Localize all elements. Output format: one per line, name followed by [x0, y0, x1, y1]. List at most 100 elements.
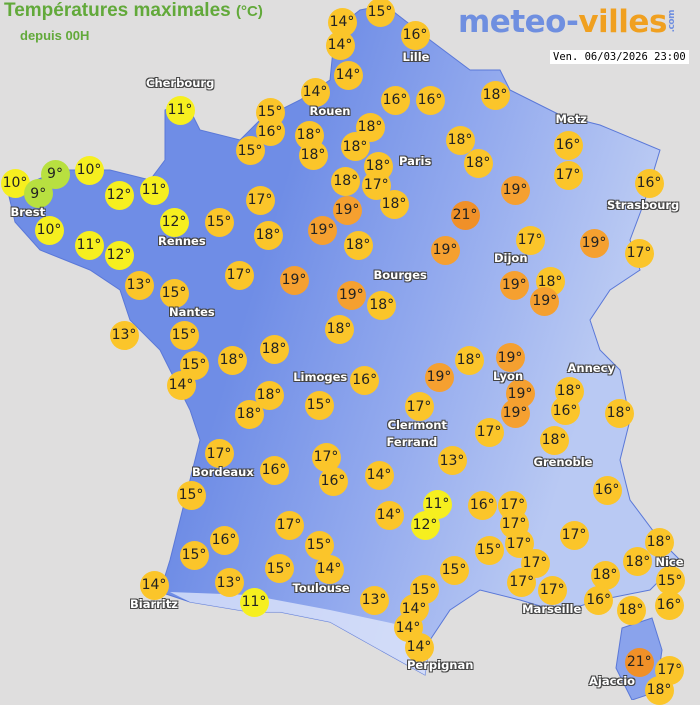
temperature-marker[interactable]: 16°	[350, 365, 380, 395]
temperature-marker[interactable]: 16°	[415, 85, 445, 115]
temperature-marker[interactable]: 15°	[264, 554, 294, 584]
temperature-marker[interactable]: 15°	[439, 555, 469, 585]
temperature-marker[interactable]: 19°	[336, 280, 366, 310]
temperature-marker[interactable]: 16°	[654, 590, 684, 620]
temperature-marker[interactable]: 18°	[616, 595, 646, 625]
temperature-marker[interactable]: 13°	[437, 446, 467, 476]
temperature-marker[interactable]: 18°	[539, 425, 569, 455]
temperature-marker[interactable]: 19°	[495, 343, 525, 373]
temperature-marker[interactable]: 19°	[579, 228, 609, 258]
temperature-marker[interactable]: 16°	[209, 525, 239, 555]
temperature-marker[interactable]: 18°	[604, 398, 634, 428]
temperature-marker[interactable]: 17°	[559, 520, 589, 550]
temperature-marker[interactable]: 16°	[467, 490, 497, 520]
temperature-marker[interactable]: 19°	[307, 215, 337, 245]
temperature-marker[interactable]: 14°	[139, 570, 169, 600]
temperature-marker[interactable]: 16°	[592, 475, 622, 505]
temperature-marker[interactable]: 21°	[624, 647, 654, 677]
temperature-marker[interactable]: 18°	[298, 140, 328, 170]
temperature-marker[interactable]: 18°	[445, 125, 475, 155]
temperature-marker[interactable]: 18°	[253, 220, 283, 250]
temperature-marker[interactable]: 12°	[159, 207, 189, 237]
temperature-marker[interactable]: 14°	[333, 60, 363, 90]
temperature-marker[interactable]: 18°	[217, 345, 247, 375]
temperature-marker[interactable]: 19°	[530, 286, 560, 316]
temperature-marker[interactable]: 15°	[304, 390, 334, 420]
temperature-marker[interactable]: 18°	[367, 290, 397, 320]
temperature-marker[interactable]: 16°	[634, 168, 664, 198]
temperature-marker[interactable]: 18°	[324, 314, 354, 344]
temperature-marker[interactable]: 18°	[340, 132, 370, 162]
temperature-marker[interactable]: 17°	[274, 510, 304, 540]
temperature-marker[interactable]: 13°	[214, 568, 244, 598]
temperature-marker[interactable]: 17°	[245, 185, 275, 215]
temperature-marker[interactable]: 16°	[255, 117, 285, 147]
temperature-marker[interactable]: 14°	[166, 370, 196, 400]
temperature-marker[interactable]: 14°	[314, 554, 344, 584]
temperature-marker[interactable]: 16°	[380, 85, 410, 115]
temperature-marker[interactable]: 11°	[74, 230, 104, 260]
temperature-marker[interactable]: 15°	[204, 207, 234, 237]
temperature-marker[interactable]: 15°	[474, 535, 504, 565]
temperature-marker[interactable]: 15°	[655, 566, 685, 596]
temperature-marker[interactable]: 18°	[343, 230, 373, 260]
temperature-marker[interactable]: 12°	[104, 240, 134, 270]
temperature-marker[interactable]: 15°	[159, 278, 189, 308]
temperature-marker[interactable]: 17°	[204, 439, 234, 469]
temperature-marker[interactable]: 19°	[500, 175, 530, 205]
temperature-marker[interactable]: 11°	[165, 95, 195, 125]
temperature-marker[interactable]: 17°	[553, 160, 583, 190]
temperature-marker[interactable]: 19°	[279, 265, 309, 295]
meteo-villes-logo[interactable]: meteo-villes.com	[458, 4, 677, 40]
temperature-marker[interactable]: 19°	[430, 235, 460, 265]
temperature-marker[interactable]: 12°	[104, 180, 134, 210]
temperature-marker[interactable]: 15°	[169, 320, 199, 350]
temperature-marker[interactable]: 15°	[176, 480, 206, 510]
temperature-marker[interactable]: 18°	[644, 527, 674, 557]
temperature-marker[interactable]: 21°	[450, 200, 480, 230]
temperature-marker[interactable]: 16°	[550, 396, 580, 426]
temperature-marker[interactable]: 10°	[74, 155, 104, 185]
temperature-marker[interactable]: 12°	[410, 510, 440, 540]
temperature-marker[interactable]: 14°	[300, 77, 330, 107]
temperature-marker[interactable]: 14°	[404, 632, 434, 662]
temperature-marker[interactable]: 14°	[374, 500, 404, 530]
temperature-marker[interactable]: 17°	[224, 260, 254, 290]
temperature-marker[interactable]: 18°	[234, 399, 264, 429]
temperature-marker[interactable]: 16°	[259, 455, 289, 485]
temperature-marker[interactable]: 18°	[623, 547, 653, 577]
temperature-marker[interactable]: 18°	[480, 80, 510, 110]
temperature-marker[interactable]: 14°	[325, 30, 355, 60]
temperature-marker[interactable]: 19°	[424, 362, 454, 392]
temperature-marker[interactable]: 13°	[109, 320, 139, 350]
temperature-marker[interactable]: 11°	[139, 175, 169, 205]
temperature-marker[interactable]: 15°	[179, 540, 209, 570]
temperature-marker[interactable]: 16°	[318, 466, 348, 496]
temperature-marker[interactable]: 18°	[590, 560, 620, 590]
temperature-marker[interactable]: 17°	[624, 238, 654, 268]
temperature-marker[interactable]: 18°	[331, 166, 361, 196]
temperature-marker[interactable]: 19°	[500, 398, 530, 428]
temperature-marker[interactable]: 19°	[332, 195, 362, 225]
temperature-marker[interactable]: 17°	[404, 392, 434, 422]
temperature-marker[interactable]: 16°	[553, 130, 583, 160]
temperature-marker[interactable]: 18°	[454, 345, 484, 375]
temperature-marker[interactable]: 17°	[507, 567, 537, 597]
temperature-marker[interactable]: 11°	[239, 587, 269, 617]
temperature-marker[interactable]: 10°	[34, 215, 64, 245]
temperature-marker[interactable]: 18°	[259, 334, 289, 364]
temperature-marker[interactable]: 9°	[40, 159, 70, 189]
temperature-marker[interactable]: 15°	[235, 136, 265, 166]
temperature-marker[interactable]: 16°	[400, 20, 430, 50]
temperature-marker[interactable]: 13°	[359, 585, 389, 615]
temperature-marker[interactable]: 17°	[515, 225, 545, 255]
temperature-marker[interactable]: 18°	[379, 189, 409, 219]
temperature-marker[interactable]: 16°	[584, 585, 614, 615]
temperature-marker[interactable]: 19°	[499, 270, 529, 300]
temperature-marker[interactable]: 17°	[474, 417, 504, 447]
temperature-marker[interactable]: 17°	[537, 575, 567, 605]
temperature-marker[interactable]: 18°	[644, 675, 674, 705]
temperature-marker[interactable]: 13°	[124, 270, 154, 300]
temperature-marker[interactable]: 18°	[355, 112, 385, 142]
temperature-marker[interactable]: 14°	[364, 460, 394, 490]
